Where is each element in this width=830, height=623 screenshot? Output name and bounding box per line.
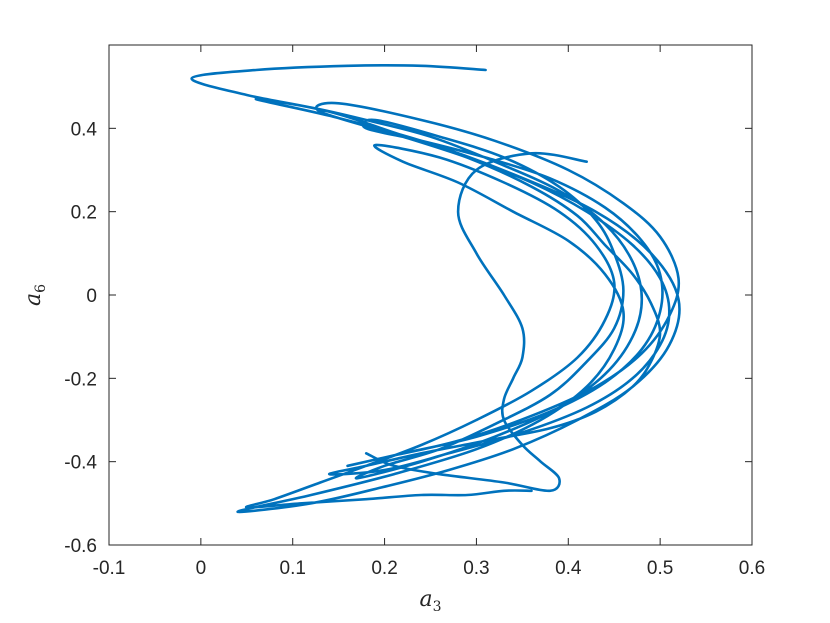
y-tick-label: 0 [86, 286, 97, 307]
y-tick-label: 0.4 [71, 119, 98, 140]
x-tick-label: 0.1 [280, 558, 306, 579]
x-tick-label: 0 [196, 558, 207, 579]
trajectory-lines [190, 63, 681, 514]
x-tick-label: 0.6 [739, 558, 765, 579]
y-tick-label: -0.2 [64, 369, 97, 390]
x-tick-label: 0.3 [463, 558, 489, 579]
y-tick-label: 0.2 [71, 203, 97, 224]
x-ticks: -0.1 0 0.1 0.2 0.3 0.4 0.5 0.6 [93, 45, 765, 579]
x-tick-label: -0.1 [93, 558, 126, 579]
trajectory-series-1 [190, 63, 681, 514]
x-tick-label: 0.2 [371, 558, 397, 579]
y-tick-label: -0.4 [64, 453, 97, 474]
y-axis-label: a6 [21, 284, 49, 306]
x-tick-label: 0.4 [555, 558, 582, 579]
x-axis-label: a3 [419, 587, 441, 615]
trajectory-series-2 [364, 151, 588, 493]
x-tick-label: 0.5 [647, 558, 673, 579]
plot-area-background [109, 45, 752, 545]
y-tick-label: -0.6 [64, 536, 97, 557]
y-ticks: -0.6 -0.4 -0.2 0 0.2 0.4 [64, 119, 752, 557]
